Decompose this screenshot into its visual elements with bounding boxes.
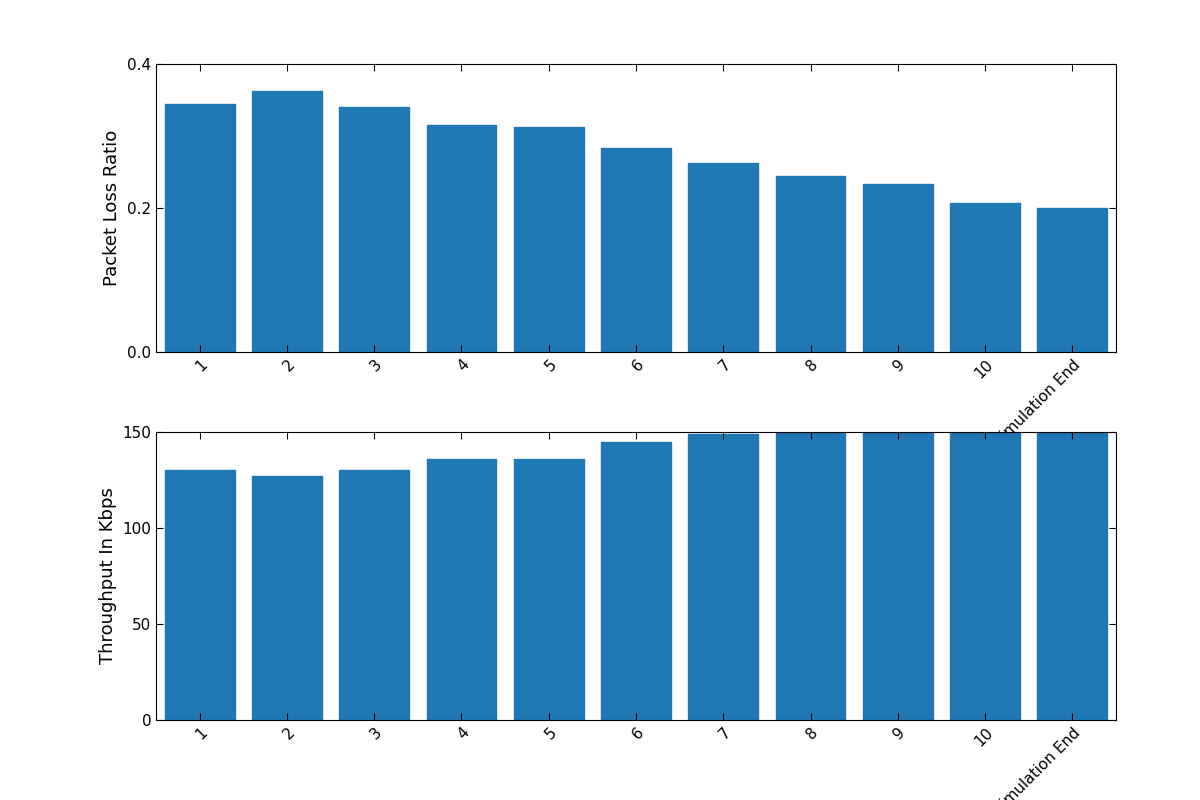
Bar — [689, 163, 758, 352]
Bar — [252, 476, 322, 720]
Bar — [164, 470, 234, 720]
Bar — [426, 459, 497, 720]
Bar — [863, 432, 932, 720]
Bar — [775, 175, 846, 352]
Bar — [164, 104, 234, 352]
Bar — [340, 107, 409, 352]
Y-axis label: Throughput In Kbps: Throughput In Kbps — [98, 487, 116, 665]
Y-axis label: Packet Loss Ratio: Packet Loss Ratio — [103, 130, 121, 286]
Bar — [252, 91, 322, 352]
Bar — [514, 459, 583, 720]
Bar — [426, 126, 497, 352]
Bar — [863, 184, 932, 352]
Bar — [689, 434, 758, 720]
Bar — [1038, 208, 1108, 352]
X-axis label: Classification: Classification — [576, 544, 696, 562]
Bar — [514, 126, 583, 352]
Bar — [340, 470, 409, 720]
Bar — [950, 203, 1020, 352]
Bar — [601, 442, 671, 720]
Bar — [601, 148, 671, 352]
Bar — [950, 432, 1020, 720]
Bar — [775, 432, 846, 720]
Bar — [1038, 432, 1108, 720]
